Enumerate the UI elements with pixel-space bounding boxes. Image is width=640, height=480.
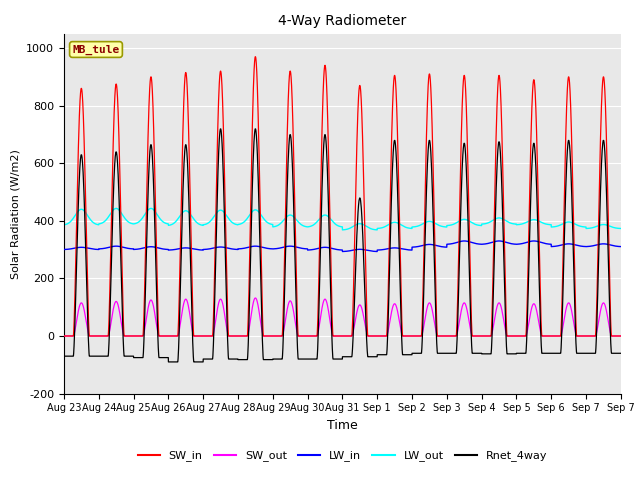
Y-axis label: Solar Radiation (W/m2): Solar Radiation (W/m2) <box>11 149 20 278</box>
X-axis label: Time: Time <box>327 419 358 432</box>
Legend: SW_in, SW_out, LW_in, LW_out, Rnet_4way: SW_in, SW_out, LW_in, LW_out, Rnet_4way <box>133 446 552 466</box>
Title: 4-Way Radiometer: 4-Way Radiometer <box>278 14 406 28</box>
Text: MB_tule: MB_tule <box>72 44 120 55</box>
